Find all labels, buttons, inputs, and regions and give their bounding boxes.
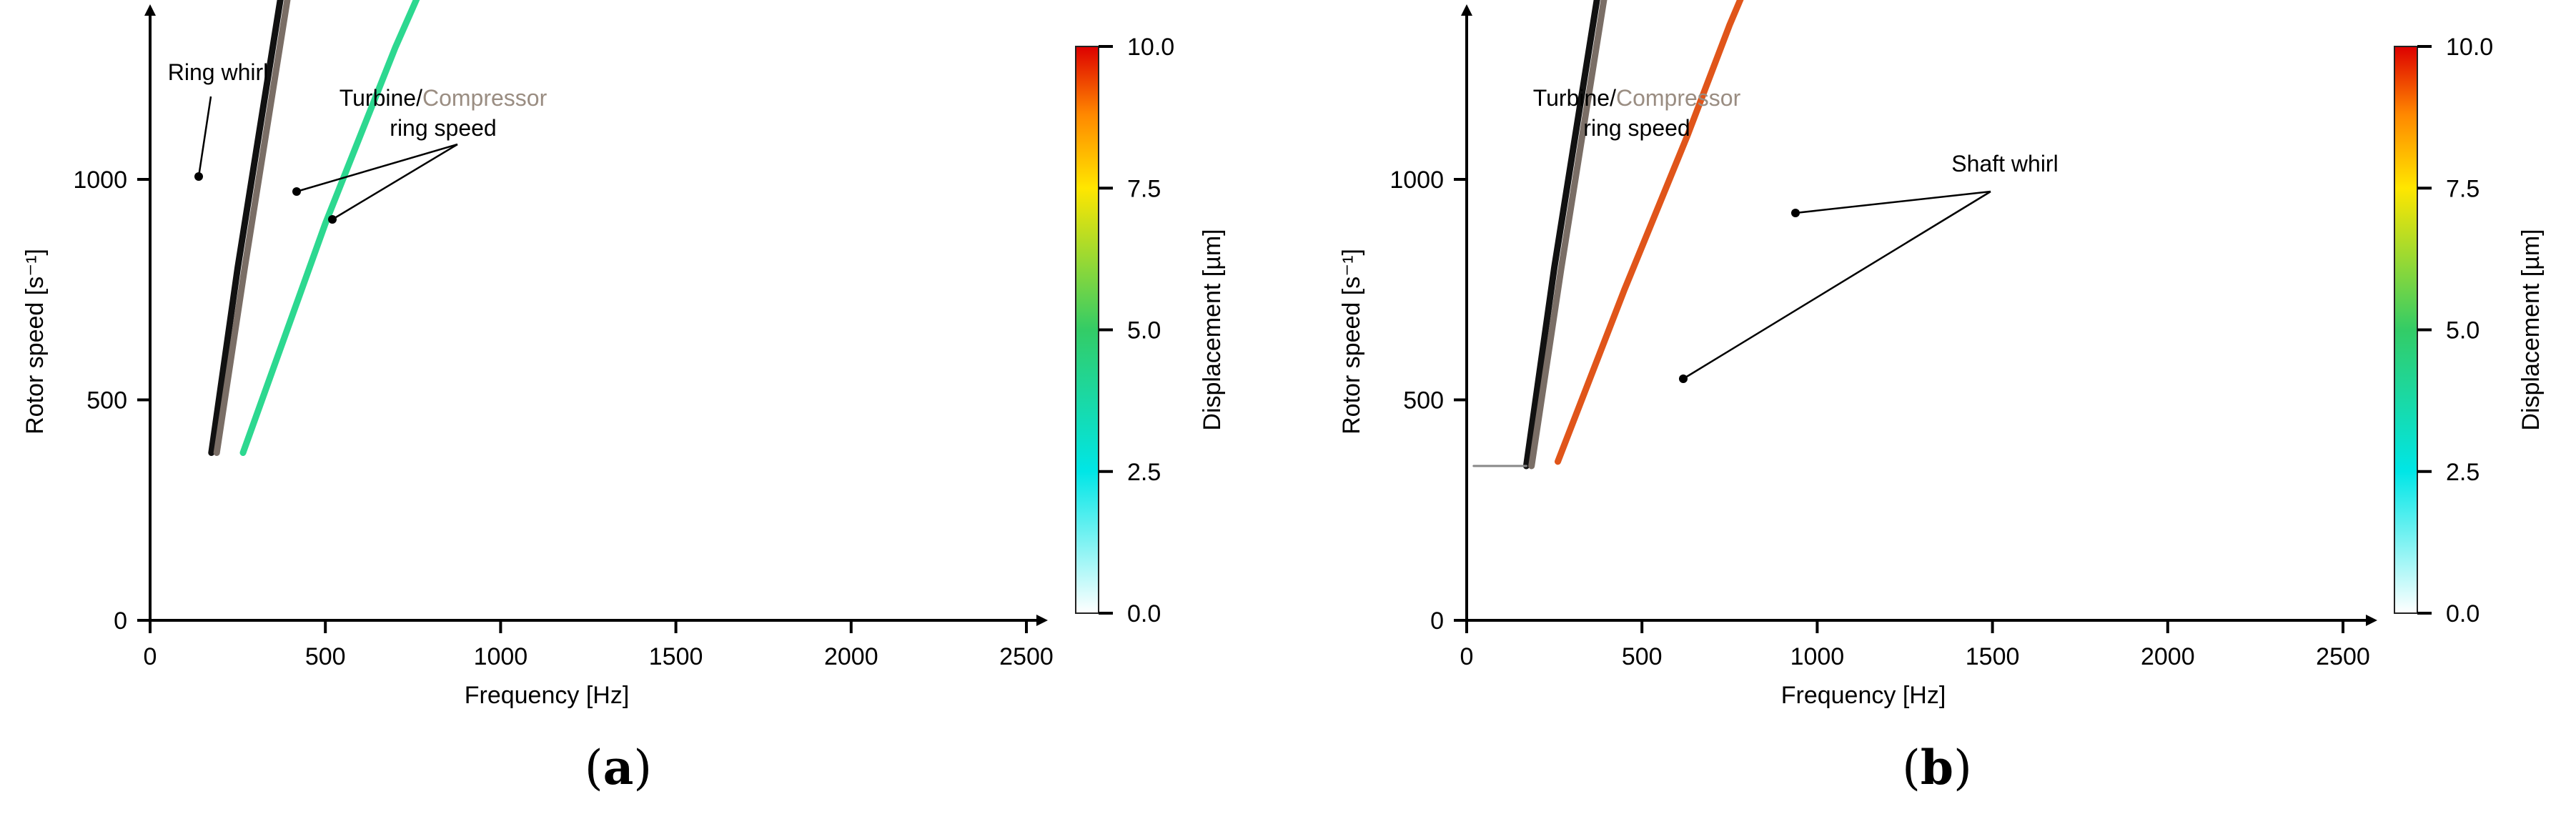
annotation-label: Ring whirl [168, 59, 268, 85]
y-tick-label: 500 [86, 387, 127, 415]
annotation-label: Turbine/Compressor [340, 85, 548, 111]
caption-open-paren: ( [584, 740, 603, 795]
data-point [395, 46, 396, 48]
series-trace-compressor-ring [1528, 0, 1607, 470]
y-axis-label: Rotor speed [s⁻¹] [21, 249, 49, 435]
x-axis-arrow [1036, 615, 1048, 626]
data-point [1624, 289, 1625, 290]
y-axis-arrow [144, 4, 156, 16]
panel-a: 0500100015002000250005001000150020002500… [21, 0, 1226, 709]
x-tick-label: 2000 [2141, 643, 2195, 670]
annotation-pointer [1795, 190, 1991, 214]
series-trace-first-order [239, 0, 420, 456]
series-trace-turbine-ring [1522, 0, 1600, 470]
x-tick-label: 2500 [999, 643, 1054, 670]
data-point [237, 267, 239, 268]
data-point [1585, 112, 1587, 114]
x-tick-label: 1000 [474, 643, 528, 670]
data-point [1554, 267, 1555, 268]
annotation-part: Compressor [422, 85, 548, 111]
y-tick-label: 0 [1430, 607, 1444, 635]
x-tick-label: 1500 [649, 643, 703, 670]
series-trace-compressor-ring [213, 0, 291, 456]
caption-close-paren: ) [1953, 740, 1972, 795]
colorbar-tick-label: 5.0 [2446, 317, 2480, 344]
series-trace-shaft-whirl [1555, 0, 1744, 465]
colorbar [2394, 46, 2418, 614]
caption-letter: b [1920, 740, 1954, 795]
data-point [244, 267, 245, 268]
annotation-pointer [332, 143, 458, 221]
y-tick-label: 1000 [73, 167, 127, 194]
data-point [325, 223, 326, 224]
x-tick-label: 2500 [2316, 643, 2370, 670]
series-trace-turbine-ring [208, 0, 284, 456]
x-tick-label: 500 [305, 643, 346, 670]
x-tick-label: 0 [1460, 643, 1474, 670]
caption-b: (b) [1866, 740, 2008, 795]
annotation-part: Compressor [1616, 85, 1741, 111]
x-axis-label: Frequency [Hz] [465, 682, 630, 709]
x-axis-label: Frequency [Hz] [1781, 682, 1946, 709]
annotation-label: Shaft whirl [1951, 151, 2058, 177]
caption-open-paren: ( [1902, 740, 1921, 795]
data-point [211, 452, 212, 454]
annotation-dot [1791, 209, 1800, 217]
colorbar-tick-label: 7.5 [2446, 175, 2480, 202]
data-point [1473, 465, 1475, 467]
colorbar-tick-label: 10.0 [2446, 34, 2493, 61]
x-axis-arrow [2366, 615, 2377, 626]
x-tick-label: 2000 [824, 643, 878, 670]
annotation-label: ring speed [1583, 115, 1690, 141]
annotation-dot [328, 215, 337, 224]
annotation-label: ring speed [390, 115, 496, 141]
colorbar-tick-label: 2.5 [2446, 459, 2480, 486]
data-point [1525, 465, 1527, 467]
colorbar-label: Displacement [µm] [1199, 229, 1226, 430]
x-tick-label: 1000 [1790, 643, 1845, 670]
caption-close-paren: ) [633, 740, 653, 795]
data-point [1729, 24, 1730, 26]
colorbar-tick-label: 10.0 [1127, 34, 1174, 61]
data-point [1687, 134, 1688, 136]
y-tick-label: 1000 [1389, 167, 1444, 194]
data-point [1531, 465, 1532, 467]
colorbar-label: Displacement [µm] [2517, 229, 2545, 430]
annotation-pointer [296, 143, 458, 193]
annotation-part: Turbine/ [1533, 85, 1616, 111]
x-tick-label: 1500 [1966, 643, 2020, 670]
colorbar-tick-label: 0.0 [1127, 600, 1161, 627]
y-tick-label: 500 [1403, 387, 1444, 415]
data-point [242, 452, 244, 454]
annotation-part: Turbine/ [340, 85, 422, 111]
colorbar-tick-label: 0.0 [2446, 600, 2480, 627]
colorbar-tick-label: 5.0 [1127, 317, 1161, 344]
colorbar [1075, 46, 1099, 614]
colorbar-tick-label: 7.5 [1127, 175, 1161, 202]
caption-a: (a) [547, 740, 690, 795]
annotation-pointer [197, 96, 212, 177]
data-point [1557, 461, 1559, 462]
x-tick-label: 0 [144, 643, 157, 670]
y-axis-arrow [1461, 4, 1472, 16]
annotation-dot [1679, 374, 1688, 383]
annotation-label: Turbine/Compressor [1533, 85, 1741, 111]
y-tick-label: 0 [114, 607, 127, 635]
y-axis-label: Rotor speed [s⁻¹] [1338, 249, 1365, 435]
annotation-dot [292, 187, 301, 196]
caption-letter: a [603, 740, 634, 795]
data-point [1578, 112, 1580, 114]
data-point [1560, 267, 1562, 268]
panel-b: 0500100015002000250005001000150020002500… [1338, 0, 2545, 709]
x-tick-label: 500 [1622, 643, 1663, 670]
colorbar-tick-label: 2.5 [1127, 459, 1161, 486]
annotation-pointer [1683, 190, 1991, 380]
annotation-dot [194, 172, 203, 181]
